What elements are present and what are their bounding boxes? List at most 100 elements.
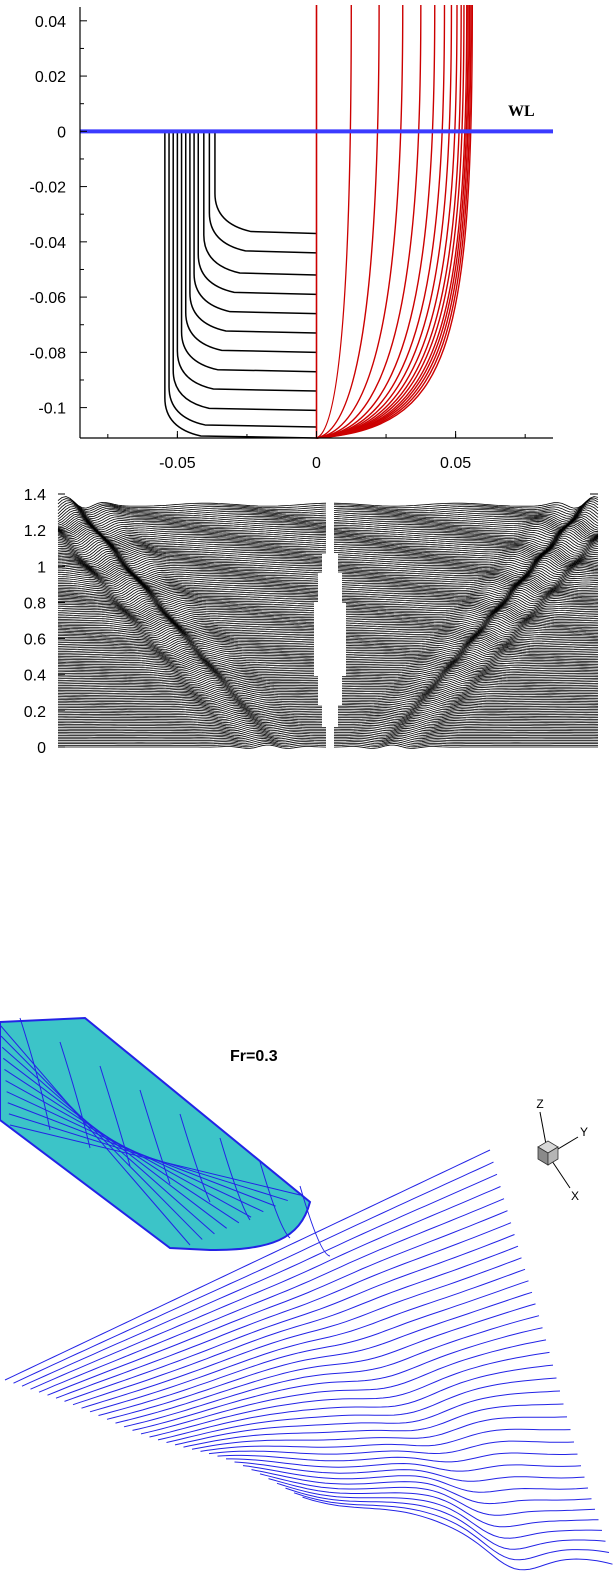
- wave-cut-line-starboard: [346, 655, 599, 663]
- wave-cut-line-port: [57, 604, 315, 614]
- wave-cut-curve: [268, 1478, 599, 1528]
- hull-waterline-curve: [4, 1069, 240, 1224]
- wave-cut-line-port: [57, 619, 315, 629]
- wave-cut-line-starboard: [333, 535, 599, 548]
- wave-cut-line-port: [58, 744, 327, 749]
- wave-cut-line-port: [58, 629, 314, 639]
- wave-cut-line-starboard: [333, 539, 599, 552]
- wave-cut-line-starboard: [334, 741, 598, 746]
- forebody-section-line: [316, 4, 471, 439]
- wave-cut-line-starboard: [333, 744, 598, 749]
- wave-cut-line-port: [58, 722, 322, 729]
- wave-cut-line-starboard: [341, 593, 599, 604]
- forebody-section-line: [316, 4, 422, 439]
- wave-cut-line-starboard: [341, 680, 599, 687]
- wave-cut-line-starboard: [338, 718, 598, 724]
- wave-cut-line-starboard: [345, 648, 599, 657]
- wave-cut-curve: [166, 1377, 557, 1443]
- wave-cut-line-starboard: [337, 550, 599, 563]
- wave-cut-curve: [242, 1465, 589, 1493]
- wave-cut-line-port: [58, 684, 318, 692]
- wave-cut-line-port: [57, 517, 327, 529]
- wave-cut-line-port: [57, 535, 327, 548]
- wave-cut-line-port: [58, 699, 318, 706]
- wave-cut-line-port: [57, 671, 315, 679]
- wave-cut-line-port: [57, 597, 318, 608]
- wave-cut-line-port: [57, 571, 319, 583]
- wave-cut-line-starboard: [333, 527, 599, 540]
- wave-cut-line-port: [58, 721, 322, 727]
- forebody-section-line: [316, 4, 468, 439]
- wave-cut-line-port: [58, 616, 315, 626]
- hull-station-curve: [59, 1041, 91, 1149]
- wave-cut-curve: [38, 1198, 505, 1393]
- wave-cut-line-port: [57, 563, 323, 574]
- y-tick-label: 0: [37, 740, 46, 757]
- wave-cut-curve: [251, 1469, 592, 1505]
- wave-cut-line-port: [58, 703, 322, 710]
- wave-cut-line-starboard: [333, 502, 599, 517]
- wave-cut-line-starboard: [342, 571, 598, 582]
- wave-cut-line-port: [57, 622, 315, 632]
- wave-cut-line-port: [58, 737, 326, 743]
- wave-cut-line-starboard: [342, 678, 598, 686]
- wave-cut-line-port: [58, 739, 326, 745]
- wave-cut-line-port: [57, 554, 323, 566]
- y-tick-label: -0.04: [30, 235, 67, 252]
- wave-cut-line-port: [58, 613, 314, 623]
- wave-cut-lines: [57, 496, 599, 749]
- hull-station-curve: [19, 1017, 51, 1131]
- wave-cut-line-starboard: [337, 563, 599, 575]
- wave-cut-line-starboard: [333, 521, 599, 536]
- wave-cut-line-starboard: [341, 577, 599, 588]
- wave-cut-curve: [106, 1291, 533, 1420]
- wave-cut-line-port: [57, 496, 327, 509]
- wave-cut-line-starboard: [345, 602, 599, 612]
- wave-cut-line-port: [57, 521, 327, 534]
- wave-cut-line-starboard: [345, 636, 599, 645]
- wave-cut-line-port: [57, 548, 323, 561]
- wave-cut-line-starboard: [333, 523, 599, 537]
- forebody-section-line: [316, 4, 472, 439]
- wave-cut-line-starboard: [345, 611, 599, 621]
- wave-cut-curve: [191, 1416, 568, 1450]
- wave-cut-line-starboard: [345, 664, 599, 673]
- wave-cut-line-port: [58, 661, 315, 669]
- wave-cut-line-port: [57, 507, 327, 520]
- wave-cut-line-starboard: [346, 661, 599, 669]
- x-tick-label: -0.05: [159, 455, 196, 472]
- y-tick-label: -0.1: [38, 401, 66, 418]
- wave-cut-line-port: [58, 664, 314, 673]
- wave-cut-line-port: [57, 588, 319, 599]
- wave-cut-line-port: [58, 742, 327, 748]
- wave-cut-line-port: [57, 690, 318, 697]
- wave-cut-line-starboard: [345, 621, 598, 631]
- wave-cut-line-starboard: [338, 702, 599, 709]
- hull-waterline-curve: [8, 1113, 288, 1202]
- wave-cut-line-starboard: [346, 669, 599, 677]
- wave-cut-curve: [200, 1428, 571, 1452]
- wave-cut-line-starboard: [345, 652, 598, 660]
- wave-cut-line-port: [57, 658, 315, 666]
- wave-cut-curve: [157, 1364, 554, 1441]
- wave-cut-line-port: [58, 647, 314, 655]
- wave-cut-line-starboard: [341, 595, 599, 606]
- waterline-label: WL: [508, 103, 535, 120]
- y-tick-label: 0.04: [35, 14, 66, 31]
- wave-cut-line-port: [57, 561, 323, 572]
- wave-cut-line-port: [58, 574, 319, 586]
- perspective-panel: Fr=0.3 Z Y X: [0, 1016, 613, 1571]
- wave-cut-line-starboard: [334, 724, 598, 730]
- wave-cut-line-starboard: [341, 686, 599, 694]
- wave-cut-line-starboard: [337, 547, 599, 560]
- wave-cut-line-starboard: [341, 591, 599, 603]
- wave-cut-line-starboard: [345, 650, 599, 659]
- wave-cut-curve: [149, 1351, 550, 1438]
- wave-cut-line-starboard: [341, 672, 599, 680]
- wave-cut-curve: [217, 1452, 578, 1463]
- wave-cut-line-starboard: [333, 537, 599, 550]
- wave-cut-line-port: [57, 570, 319, 582]
- wave-cut-line-starboard: [333, 520, 599, 534]
- wave-cut-line-port: [58, 688, 319, 695]
- wave-cut-curve: [64, 1234, 515, 1402]
